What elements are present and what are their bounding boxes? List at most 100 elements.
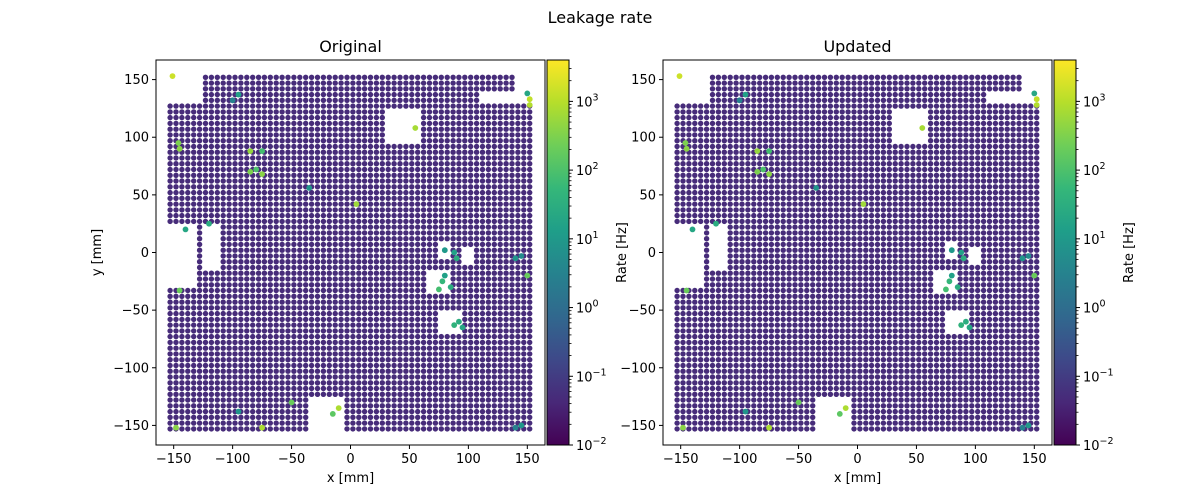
data-point: [698, 120, 704, 127]
data-point: [468, 207, 474, 213]
data-point: [786, 247, 792, 253]
data-point: [314, 385, 321, 392]
data-point: [179, 120, 185, 127]
data-point: [491, 195, 497, 201]
data-point: [273, 276, 279, 282]
data-point: [438, 74, 444, 81]
data-point: [739, 305, 745, 311]
data-point: [715, 212, 722, 219]
data-point: [515, 120, 521, 127]
data-point: [473, 316, 480, 323]
data-point: [356, 282, 362, 288]
data-point: [715, 172, 722, 178]
data-point: [468, 380, 474, 386]
data-point: [762, 287, 769, 294]
data-point: [450, 408, 456, 415]
data-point: [515, 345, 521, 351]
data-point: [491, 224, 497, 230]
data-point: [326, 339, 332, 346]
data-point: [367, 414, 374, 420]
data-point: [303, 339, 309, 346]
data-point: [291, 178, 297, 184]
data-point: [379, 380, 385, 386]
data-point: [244, 414, 250, 420]
data-point: [367, 166, 374, 173]
data-point: [255, 184, 262, 190]
data-point: [509, 420, 515, 426]
data-point: [238, 178, 244, 184]
data-point: [780, 207, 786, 213]
data-point: [715, 357, 722, 363]
data-point: [473, 397, 480, 403]
data-point: [473, 230, 480, 236]
data-point: [485, 184, 492, 190]
data-point: [320, 328, 327, 334]
data-point: [751, 380, 757, 386]
data-point: [261, 310, 268, 317]
data-point: [462, 403, 468, 409]
data-point: [291, 333, 297, 340]
data-point: [715, 305, 722, 311]
data-point: [255, 310, 262, 317]
data-point: [373, 189, 380, 196]
data-point: [338, 293, 344, 299]
data-point: [308, 103, 315, 109]
data-point: [261, 345, 268, 351]
y-tick-label: 50: [132, 188, 149, 203]
data-point: [250, 155, 256, 161]
data-point: [326, 184, 332, 190]
data-point: [415, 218, 421, 225]
data-point: [751, 247, 757, 253]
data-point: [680, 408, 686, 415]
data-point: [768, 391, 775, 397]
data-point: [473, 241, 480, 248]
data-point: [350, 161, 356, 167]
data-point: [786, 143, 792, 150]
data-point: [367, 403, 374, 409]
data-point: [279, 414, 285, 420]
data-point: [255, 287, 262, 294]
data-point: [527, 328, 533, 334]
data-point: [279, 161, 285, 167]
data-point: [692, 172, 698, 178]
data-point: [479, 305, 486, 311]
data-point: [391, 305, 397, 311]
data-point-hot: [235, 91, 242, 98]
data-point: [786, 293, 792, 299]
data-point: [344, 345, 350, 351]
data-point: [745, 287, 751, 294]
data-point: [479, 328, 486, 334]
data-point: [468, 299, 474, 305]
data-point: [214, 374, 220, 380]
data-point: [444, 293, 450, 299]
data-point: [438, 380, 444, 386]
data-point: [527, 195, 533, 201]
data-point: [291, 362, 297, 369]
data-point: [191, 120, 197, 127]
data-point: [709, 155, 716, 161]
data-point: [255, 109, 262, 115]
data-point: [515, 385, 521, 392]
data-point: [356, 97, 362, 104]
data-point: [757, 86, 763, 92]
data-point: [762, 420, 769, 426]
data-point: [432, 316, 439, 323]
data-point: [792, 195, 798, 201]
data-point: [267, 362, 273, 369]
data-point: [479, 74, 486, 81]
data-point: [503, 270, 509, 276]
data-point: [244, 253, 250, 259]
data-point: [385, 420, 391, 426]
data-point: [196, 351, 203, 357]
data-point: [232, 403, 238, 409]
data-point: [344, 299, 350, 305]
data-point: [674, 414, 680, 420]
data-point: [757, 178, 763, 184]
data-point: [403, 207, 409, 213]
data-point: [303, 218, 309, 225]
data-point: [338, 86, 344, 92]
data-point: [255, 143, 262, 150]
data-point: [444, 86, 450, 92]
data-point: [727, 161, 733, 167]
data-point: [426, 357, 433, 363]
